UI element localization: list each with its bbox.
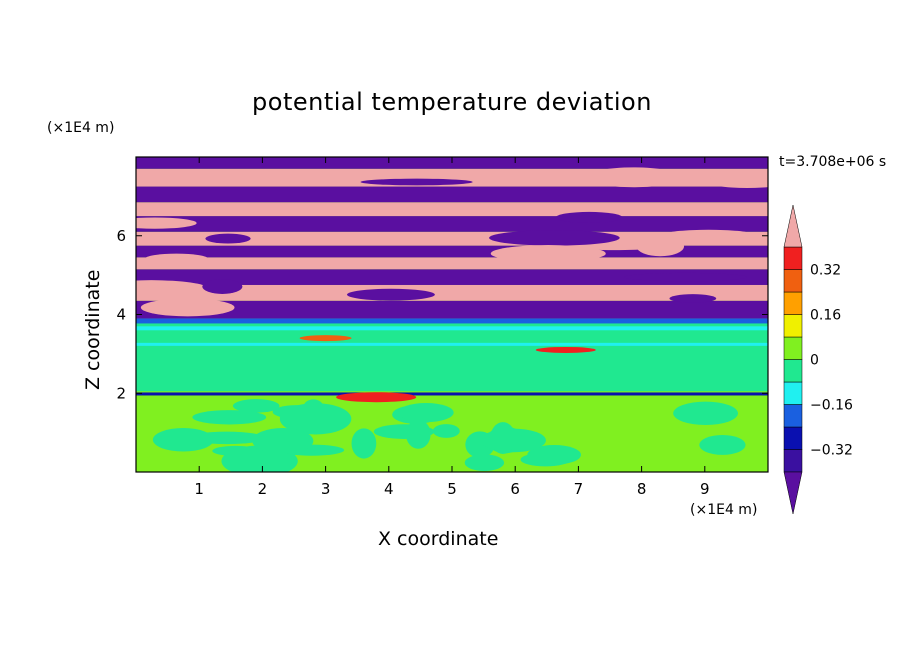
x-unit-label: (×1E4 m): [690, 502, 758, 518]
colorbar-label: −0.16: [810, 398, 853, 414]
y-tick-label: 4: [116, 306, 126, 324]
colorbar-label: 0: [810, 353, 819, 369]
x-tick-label: 2: [258, 480, 268, 498]
colorbar-segment: [783, 359, 803, 383]
contour-blob: [232, 399, 280, 413]
colorbar-label: −0.32: [810, 443, 853, 459]
colorbar-segment: [783, 381, 803, 405]
colorbar-segment: [783, 246, 803, 270]
y-tick-label: 2: [116, 384, 126, 402]
x-tick-label: 6: [510, 480, 520, 498]
contour-blob: [490, 245, 606, 263]
colorbar-segment: [783, 291, 803, 315]
colorbar-label: 0.16: [810, 308, 841, 324]
contour-blob: [192, 410, 267, 425]
y-axis: 2 4 6: [116, 227, 768, 402]
contour-blob: [136, 280, 207, 296]
colorbar-segment: [783, 269, 803, 293]
contour-blob: [152, 428, 214, 452]
contour-blob: [490, 422, 516, 454]
contour-blob: [667, 229, 750, 238]
x-tick-label: 9: [700, 480, 710, 498]
contour-blob: [205, 233, 251, 244]
contour-band: [136, 269, 768, 285]
contour-blob: [586, 167, 681, 188]
x-tick-label: 8: [637, 480, 647, 498]
colorbar-extend-high: [783, 204, 803, 248]
contour-blob: [336, 392, 417, 403]
colorbar-segment: [783, 426, 803, 450]
contour-band: [136, 300, 768, 319]
contour-blob: [432, 424, 460, 438]
contour-blob: [699, 434, 746, 455]
x-tick-label: 7: [574, 480, 584, 498]
contour-blob: [398, 402, 454, 423]
contour-blob: [669, 294, 717, 303]
contour-band: [136, 202, 768, 217]
time-label: t=3.708e+06 s: [779, 154, 887, 170]
contour-blob: [535, 346, 596, 353]
colorbar-segment: [783, 314, 803, 338]
x-axis-label: X coordinate: [378, 528, 499, 550]
contour-blob: [279, 403, 352, 435]
y-tick-label: 6: [116, 227, 126, 245]
contour-blob: [489, 230, 620, 246]
x-tick-label: 4: [384, 480, 394, 498]
contour-blob: [464, 454, 505, 471]
contour-blob: [252, 428, 314, 454]
contour-band: [136, 216, 768, 232]
colorbar-segment: [783, 404, 803, 428]
contour-band: [136, 186, 768, 203]
contour-line: [136, 342, 768, 346]
colorbar: 0.32 0.16 0 −0.16 −0.32: [783, 204, 853, 515]
x-tick-label: 3: [321, 480, 331, 498]
contour-blob: [636, 236, 685, 257]
x-tick-label: 5: [447, 480, 457, 498]
region-middle: [136, 318, 768, 392]
contour-line: [136, 318, 768, 324]
colorbar-extend-low: [783, 471, 803, 515]
contour-blob: [202, 279, 243, 294]
contour-blob: [527, 444, 581, 465]
colorbar-label: 0.32: [810, 263, 841, 279]
contour-blob: [140, 298, 235, 317]
contour-blob: [212, 445, 260, 456]
contour-blob: [624, 272, 748, 282]
contour-blob: [373, 424, 435, 439]
x-tick-label: 1: [194, 480, 204, 498]
contour-band: [136, 257, 768, 270]
contour-blob: [555, 211, 623, 223]
x-axis: 1 2 3 4 5 6 7 8 9: [194, 157, 710, 498]
contour-blob: [347, 288, 435, 301]
contour-blob: [303, 399, 324, 416]
contour-blob: [144, 253, 209, 264]
contour-line: [136, 326, 768, 331]
y-axis-label: Z coordinate: [82, 269, 104, 390]
z-unit-label: (×1E4 m): [47, 120, 115, 136]
contour-band: [136, 245, 768, 258]
contour-line: [136, 392, 768, 396]
contour-blob: [351, 428, 377, 459]
chart-title: potential temperature deviation: [252, 88, 652, 116]
colorbar-segment: [783, 449, 803, 473]
contour-band: [136, 284, 768, 301]
contour-blob: [673, 401, 739, 425]
contour-blob: [706, 175, 768, 188]
contour-blob: [299, 335, 352, 342]
contour-field: [136, 157, 768, 472]
colorbar-segment: [783, 336, 803, 360]
contour-blob: [360, 178, 473, 186]
contour-blob: [136, 217, 197, 229]
